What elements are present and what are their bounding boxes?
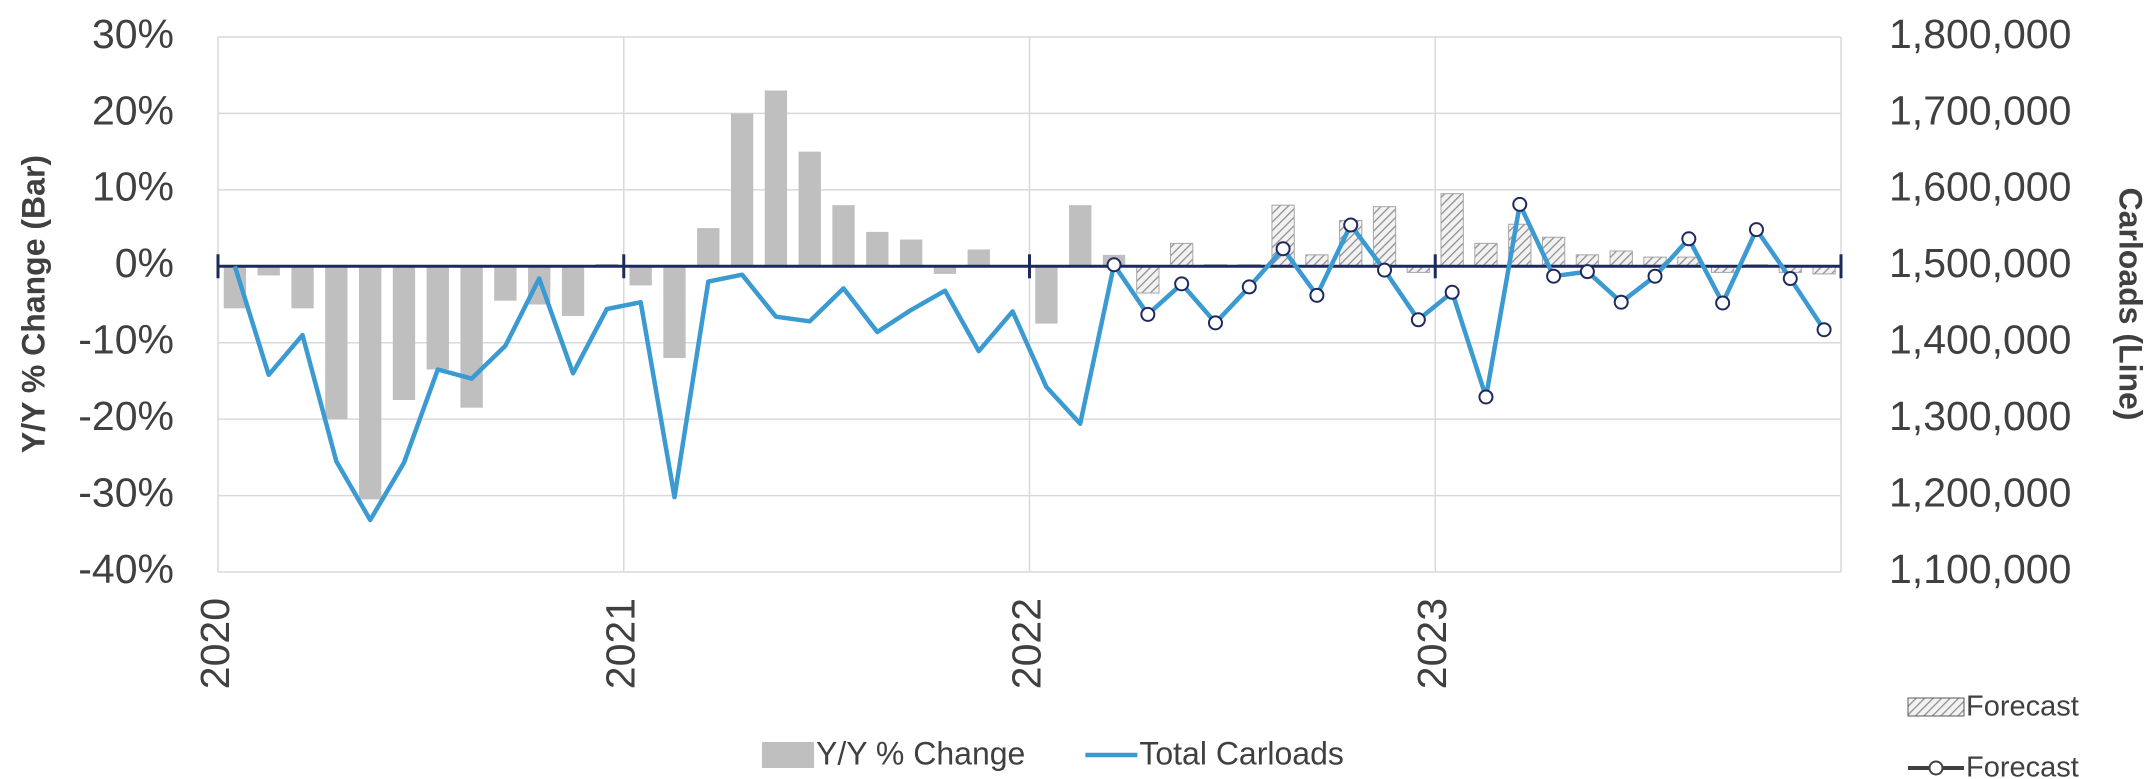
- bar: [933, 266, 957, 274]
- x-tick-label: 2021: [598, 598, 644, 689]
- legend-label: Forecast: [1966, 691, 2079, 723]
- x-tick-label: 2023: [1409, 598, 1455, 689]
- line-marker: [1478, 389, 1494, 405]
- bar: [358, 266, 382, 500]
- y-tick-label: -20%: [78, 393, 174, 439]
- bar: [1609, 250, 1633, 267]
- bar: [1169, 242, 1194, 267]
- legend-marker: [1928, 760, 1944, 776]
- y2-tick-label: 1,700,000: [1889, 87, 2071, 133]
- line-marker: [1546, 268, 1562, 284]
- line-marker: [1681, 231, 1697, 247]
- line: [232, 264, 1117, 523]
- line-marker: [1309, 287, 1325, 303]
- y2-tick-label: 1,300,000: [1889, 393, 2071, 439]
- line-marker: [1377, 262, 1393, 278]
- bar: [899, 239, 923, 267]
- bar: [392, 266, 416, 401]
- y2-tick-label: 1,400,000: [1889, 317, 2071, 363]
- bar: [832, 205, 855, 267]
- line-marker: [1174, 276, 1190, 292]
- line-marker: [1816, 322, 1832, 338]
- line-marker: [1343, 217, 1359, 233]
- legend-label: Total Carloads: [1139, 735, 1344, 771]
- bar: [798, 151, 821, 267]
- legend-swatch: [1907, 697, 1965, 717]
- line-marker: [1579, 264, 1595, 280]
- bar: [629, 266, 652, 286]
- bar: [866, 231, 889, 267]
- bar: [325, 266, 348, 420]
- y-tick-label: -10%: [78, 317, 174, 363]
- bar: [697, 228, 720, 267]
- y2-tick-label: 1,600,000: [1889, 164, 2071, 210]
- bar: [257, 266, 280, 276]
- bar: [1035, 266, 1058, 324]
- bar: [1440, 193, 1464, 267]
- legend-swatch: [762, 742, 814, 768]
- bar: [291, 266, 314, 309]
- y-tick-label: -30%: [78, 469, 174, 515]
- y2-tick-label: 1,100,000: [1889, 546, 2071, 592]
- bar: [730, 113, 754, 267]
- y2-axis-title: Carloads (Line): [2113, 188, 2149, 421]
- line-marker: [1410, 312, 1426, 328]
- x-tick-label: 2020: [192, 598, 238, 689]
- y2-tick-label: 1,500,000: [1889, 240, 2071, 286]
- line-marker: [1140, 306, 1156, 322]
- bar: [1136, 265, 1160, 294]
- bar: [1305, 254, 1329, 267]
- line-marker: [1748, 222, 1764, 238]
- line-marker: [1512, 196, 1528, 212]
- bar: [426, 266, 449, 370]
- bar: [1069, 205, 1092, 267]
- bar: [663, 266, 686, 358]
- legend-label: Forecast: [1966, 752, 2079, 779]
- line-marker: [1275, 241, 1291, 257]
- line-marker: [1715, 295, 1731, 311]
- line: [1112, 202, 1826, 400]
- bar: [561, 266, 585, 316]
- bar: [1474, 242, 1498, 267]
- legend-label: Y/Y % Change: [816, 735, 1025, 771]
- y2-tick-label: 1,200,000: [1889, 469, 2071, 515]
- bar: [967, 249, 990, 267]
- y-tick-label: 10%: [92, 164, 174, 210]
- line-marker: [1241, 279, 1257, 295]
- line-marker: [1647, 268, 1663, 284]
- line-marker: [1782, 271, 1798, 287]
- bar: [494, 266, 517, 301]
- y-tick-label: -40%: [78, 546, 174, 592]
- line-marker: [1106, 257, 1122, 273]
- y2-tick-label: 1,800,000: [1889, 11, 2071, 57]
- line-marker: [1444, 284, 1460, 300]
- y-tick-label: 0%: [115, 240, 174, 286]
- y-tick-label: 20%: [92, 87, 174, 133]
- y-axis-title: Y/Y % Change (Bar): [15, 155, 51, 453]
- bar: [764, 90, 788, 267]
- line-marker: [1207, 315, 1223, 331]
- bar: [460, 266, 483, 408]
- line-marker: [1613, 294, 1629, 310]
- x-tick-label: 2022: [1003, 598, 1049, 689]
- y-tick-label: 30%: [92, 11, 174, 57]
